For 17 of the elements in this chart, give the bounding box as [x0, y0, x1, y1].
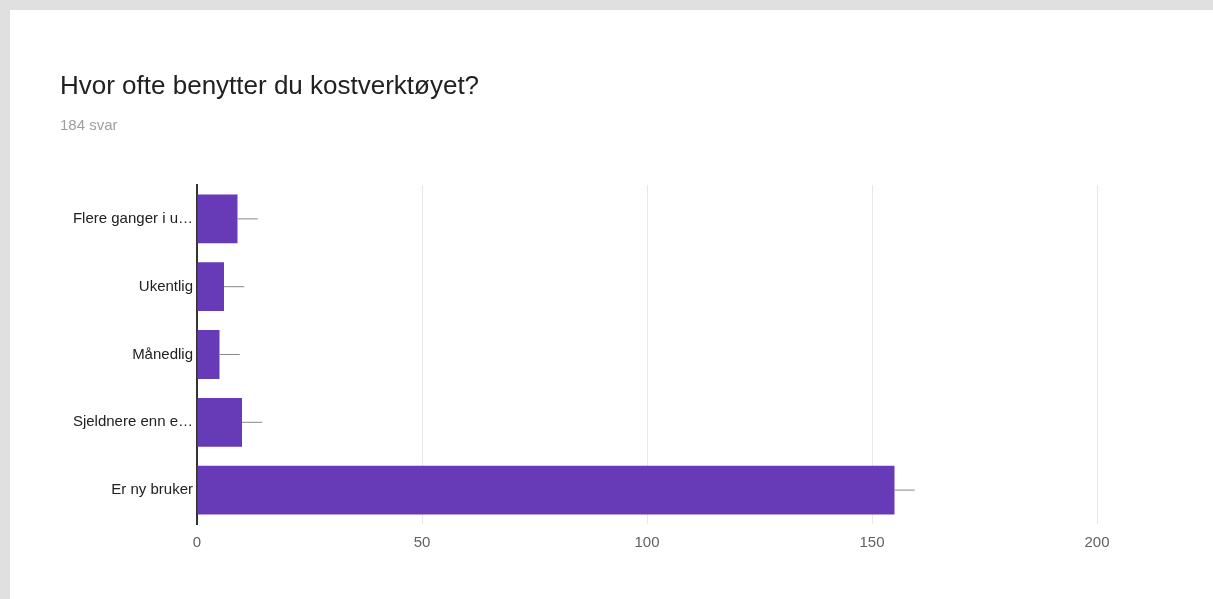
chart-subtitle: 184 svar — [60, 116, 118, 133]
bar — [197, 262, 224, 312]
y-tick-label: Flere ganger i u… — [72, 209, 193, 227]
y-tick-label: Ukentlig — [138, 276, 193, 294]
bar — [197, 330, 220, 379]
y-tick-label: Sjeldnere enn e… — [72, 412, 193, 430]
chart-title: Hvor ofte benytter du kostverktøyet? — [60, 70, 480, 101]
x-tick-label: 0 — [192, 533, 202, 551]
bar — [197, 397, 242, 447]
x-tick-label: 100 — [634, 533, 660, 551]
bar — [197, 194, 238, 244]
y-tick-label: Månedlig — [132, 344, 193, 362]
x-tick-label: 50 — [413, 533, 431, 551]
x-tick-label: 150 — [859, 533, 885, 551]
y-tick-label: Er ny bruker — [111, 480, 193, 498]
x-tick-label: 200 — [1084, 533, 1110, 551]
bar — [197, 465, 895, 515]
